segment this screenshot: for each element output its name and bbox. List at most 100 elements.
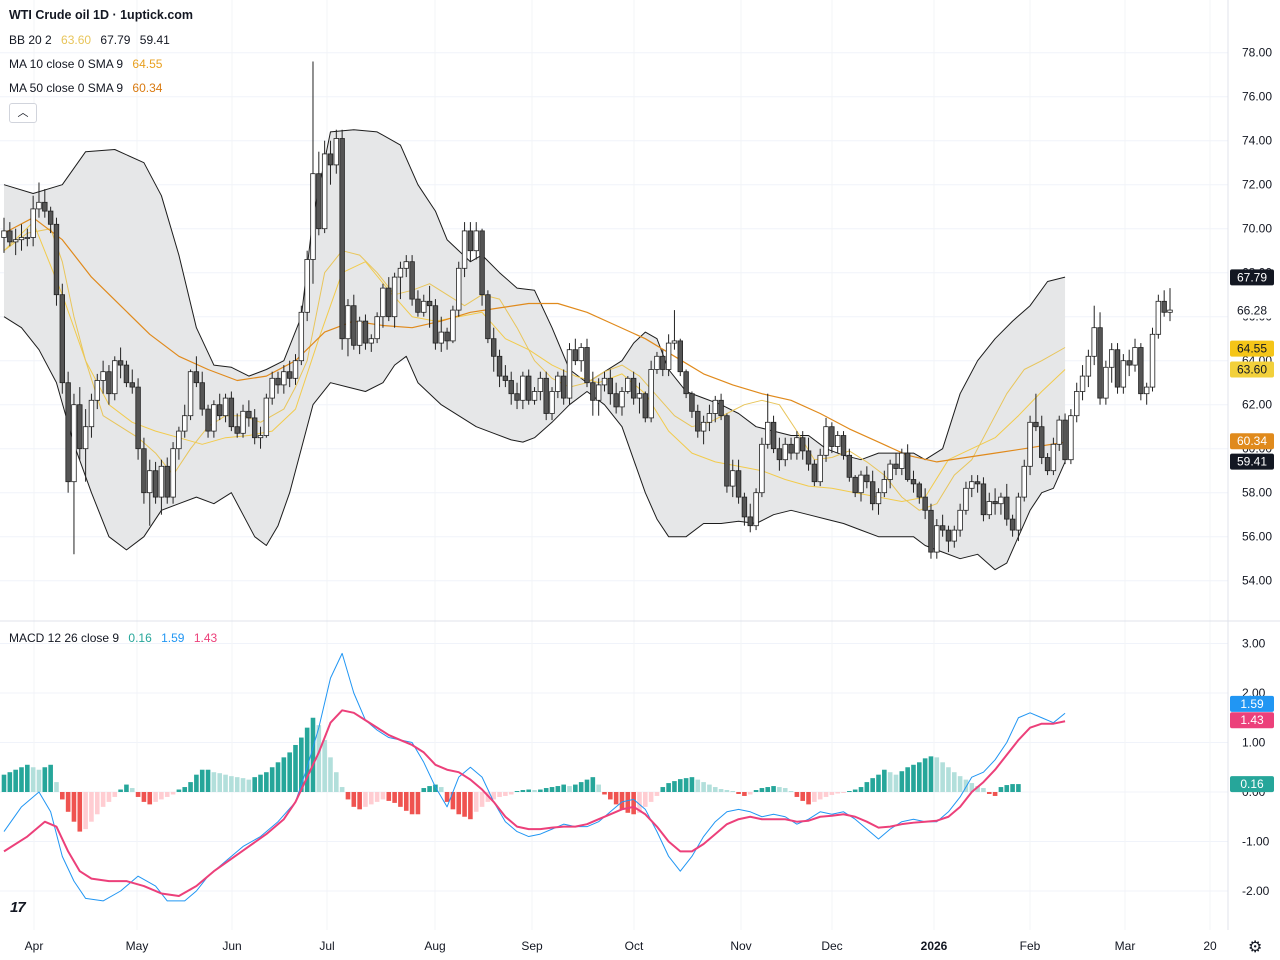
candle[interactable]: [59, 283, 65, 394]
candle[interactable]: [607, 369, 614, 405]
candle[interactable]: [47, 206, 54, 234]
candle[interactable]: [106, 365, 112, 405]
candle[interactable]: [747, 503, 753, 533]
candle[interactable]: [788, 437, 794, 460]
candle[interactable]: [286, 360, 293, 388]
candle[interactable]: [217, 393, 223, 421]
candle[interactable]: [683, 369, 689, 399]
candle[interactable]: [1097, 312, 1103, 405]
candle[interactable]: [595, 378, 602, 416]
candle[interactable]: [240, 404, 246, 438]
candle[interactable]: [718, 393, 724, 421]
bb-legend[interactable]: BB 20 2 63.60 67.79 59.41: [9, 33, 176, 47]
candle[interactable]: [1103, 360, 1109, 405]
candle[interactable]: [30, 195, 36, 247]
gear-icon[interactable]: ⚙: [1248, 939, 1263, 956]
candle[interactable]: [53, 217, 60, 306]
candle[interactable]: [1114, 343, 1121, 394]
tradingview-logo-icon[interactable]: 17: [10, 899, 26, 916]
candle[interactable]: [415, 290, 421, 317]
candle[interactable]: [182, 404, 188, 438]
candle[interactable]: [910, 470, 917, 493]
candle[interactable]: [228, 391, 235, 432]
candle[interactable]: [613, 382, 619, 414]
candle[interactable]: [1015, 492, 1022, 542]
candle[interactable]: [817, 448, 823, 487]
candle[interactable]: [578, 343, 584, 372]
candle[interactable]: [642, 391, 648, 423]
candle[interactable]: [508, 371, 514, 405]
candle[interactable]: [834, 431, 841, 454]
macd-pane[interactable]: [1, 652, 1066, 902]
candle[interactable]: [986, 492, 992, 520]
candle[interactable]: [152, 461, 159, 504]
candle[interactable]: [1155, 294, 1162, 339]
candle[interactable]: [875, 488, 882, 515]
candle[interactable]: [904, 444, 911, 482]
candle[interactable]: [555, 371, 561, 399]
candle[interactable]: [625, 376, 631, 394]
candle[interactable]: [479, 228, 485, 306]
candle[interactable]: [141, 437, 147, 504]
candle[interactable]: [164, 457, 170, 504]
candle[interactable]: [671, 310, 678, 350]
candle[interactable]: [1167, 288, 1173, 322]
candle[interactable]: [526, 369, 532, 405]
candle[interactable]: [619, 387, 625, 416]
candle[interactable]: [858, 470, 864, 502]
candle[interactable]: [211, 400, 217, 438]
candle[interactable]: [957, 503, 963, 537]
ma10-legend[interactable]: MA 10 close 0 SMA 9 64.55: [9, 57, 168, 71]
candle[interactable]: [776, 437, 783, 471]
candle[interactable]: [316, 151, 322, 236]
candle[interactable]: [928, 503, 934, 559]
candle[interactable]: [327, 140, 334, 185]
candle[interactable]: [368, 334, 374, 352]
candle[interactable]: [450, 305, 456, 344]
candle[interactable]: [7, 222, 13, 247]
candle[interactable]: [852, 475, 858, 498]
candle[interactable]: [386, 277, 392, 322]
candle[interactable]: [887, 459, 893, 489]
candle[interactable]: [980, 477, 987, 522]
candle[interactable]: [65, 371, 71, 493]
candle[interactable]: [689, 391, 695, 418]
candle[interactable]: [514, 382, 520, 410]
candle[interactable]: [1021, 459, 1027, 502]
candle[interactable]: [1004, 483, 1010, 526]
candle[interactable]: [951, 525, 957, 548]
candle[interactable]: [1149, 327, 1156, 392]
candle[interactable]: [782, 437, 788, 467]
candle[interactable]: [765, 393, 771, 449]
candle[interactable]: [82, 409, 89, 482]
candle[interactable]: [18, 224, 25, 251]
candle[interactable]: [12, 228, 19, 256]
candle[interactable]: [1039, 415, 1045, 465]
candle[interactable]: [992, 488, 998, 515]
candle[interactable]: [77, 387, 83, 460]
candle[interactable]: [42, 189, 48, 218]
candle[interactable]: [199, 371, 205, 416]
candle[interactable]: [444, 327, 450, 350]
candle[interactable]: [724, 413, 730, 493]
candle[interactable]: [549, 387, 555, 421]
candle[interactable]: [491, 327, 497, 372]
candle[interactable]: [560, 369, 567, 405]
candlesticks[interactable]: [1, 61, 1173, 559]
candle[interactable]: [601, 371, 608, 392]
candle[interactable]: [922, 488, 928, 520]
candle[interactable]: [333, 129, 340, 174]
collapse-legend-button[interactable]: ︿: [9, 103, 37, 123]
candle[interactable]: [403, 255, 409, 278]
candle[interactable]: [1085, 349, 1092, 388]
candle[interactable]: [205, 404, 211, 438]
candle[interactable]: [1033, 393, 1039, 432]
candle[interactable]: [869, 470, 876, 511]
candle[interactable]: [502, 365, 509, 388]
candle[interactable]: [158, 459, 165, 515]
candle[interactable]: [438, 316, 444, 352]
candle[interactable]: [934, 519, 940, 559]
candle[interactable]: [730, 459, 736, 498]
candle[interactable]: [351, 294, 357, 350]
candle[interactable]: [1027, 415, 1033, 476]
